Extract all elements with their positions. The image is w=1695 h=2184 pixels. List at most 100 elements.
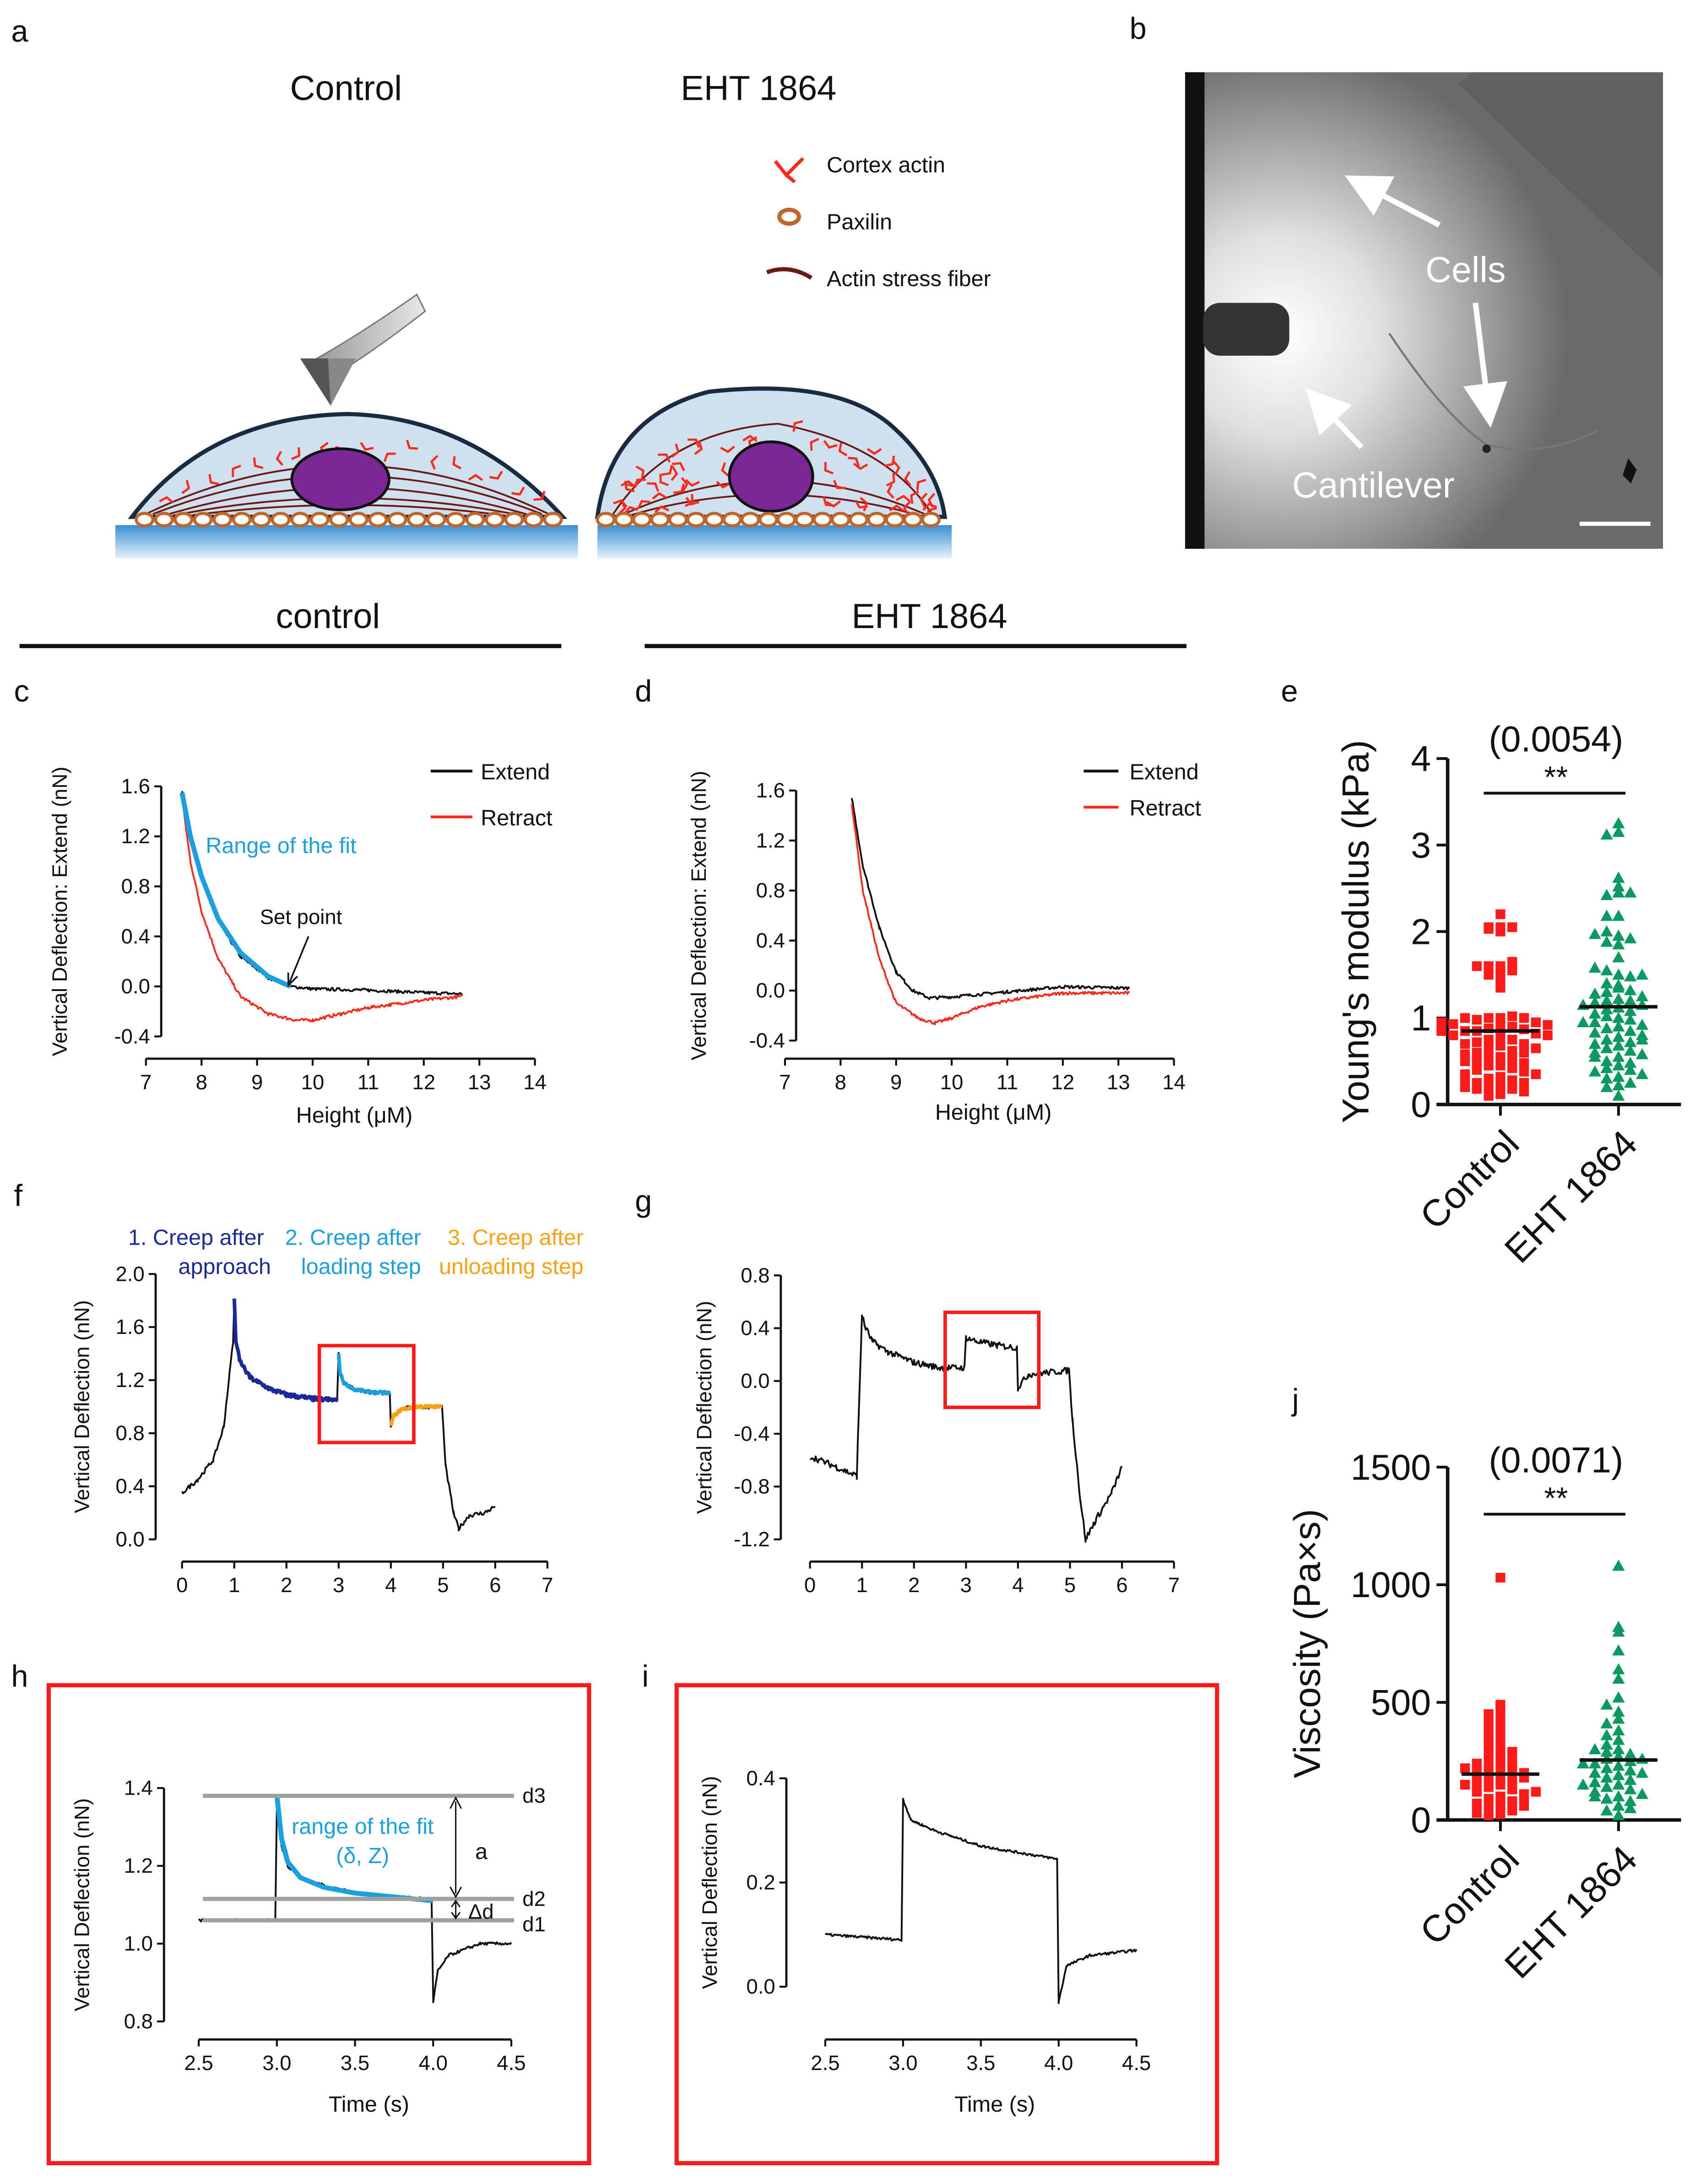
data-point-control bbox=[1484, 1013, 1494, 1023]
data-point-eht bbox=[1576, 1757, 1590, 1769]
arrow-cells-2 bbox=[1463, 302, 1508, 428]
y-tick-label: 0.0 bbox=[121, 975, 150, 998]
actin-filament bbox=[848, 457, 860, 467]
actin-filament bbox=[159, 496, 174, 504]
x-tick-label: 13 bbox=[468, 1070, 491, 1094]
data-point-control bbox=[1531, 1043, 1541, 1053]
actin-filament bbox=[533, 491, 546, 501]
data-point-control bbox=[1507, 1011, 1517, 1021]
data-point-eht bbox=[1600, 1042, 1613, 1053]
paxilin-adhesion bbox=[794, 512, 814, 528]
data-point-control bbox=[1495, 1080, 1505, 1090]
paxilin-adhesion bbox=[758, 512, 779, 528]
data-point-eht bbox=[1612, 1030, 1625, 1042]
data-point-control bbox=[1519, 1039, 1529, 1049]
data-point-control bbox=[1436, 1026, 1446, 1036]
data-point-control bbox=[1495, 1089, 1505, 1099]
y-axis-label: Vertical Deflection (nN) bbox=[693, 1301, 716, 1514]
x-tick-label: 12 bbox=[412, 1070, 436, 1094]
highlight-box bbox=[943, 1311, 1041, 1409]
data-point-eht bbox=[1612, 910, 1625, 921]
data-point-eht bbox=[1600, 1804, 1613, 1815]
data-point-eht bbox=[1635, 1019, 1649, 1030]
paxilin-adhesion bbox=[596, 512, 616, 528]
data-point-eht bbox=[1612, 1705, 1625, 1717]
data-point-eht bbox=[1612, 1644, 1625, 1656]
data-point-eht bbox=[1624, 1802, 1637, 1813]
legend: Cortex actin Paxilin Actin stress fiber bbox=[766, 152, 991, 291]
x-tick-label: 6 bbox=[489, 1573, 501, 1597]
data-point-control bbox=[1495, 974, 1505, 984]
actin-filament bbox=[922, 503, 937, 511]
actin-filament bbox=[489, 471, 503, 480]
data-point-eht bbox=[1612, 1012, 1625, 1023]
annotation-fit-params: (δ, Z) bbox=[336, 1843, 389, 1868]
actin-filament bbox=[866, 448, 882, 455]
panel-label-h: h bbox=[11, 1659, 28, 1693]
legend-extend-label: Extend bbox=[1130, 760, 1199, 785]
y-axis-label: Vertical Deflection: Extend (nN) bbox=[48, 767, 71, 1056]
data-point-eht bbox=[1612, 1663, 1625, 1675]
data-point-eht bbox=[1624, 1013, 1637, 1025]
data-point-control bbox=[1507, 1756, 1517, 1766]
data-point-eht bbox=[1612, 1070, 1625, 1082]
actin-filament bbox=[659, 474, 669, 487]
actin-filament bbox=[383, 452, 396, 462]
data-point-control bbox=[1495, 1704, 1505, 1714]
data-point-eht bbox=[1612, 1759, 1625, 1771]
data-point-control bbox=[1472, 1065, 1482, 1075]
data-point-control bbox=[1460, 1039, 1470, 1049]
data-point-control bbox=[1495, 1572, 1505, 1583]
data-point-eht bbox=[1612, 968, 1625, 980]
data-point-eht bbox=[1600, 964, 1613, 975]
actin-filament bbox=[672, 462, 685, 471]
series-retract bbox=[181, 798, 463, 1023]
data-point-eht bbox=[1635, 1048, 1649, 1059]
annotation-set-point: Set point bbox=[260, 905, 342, 928]
data-point-eht bbox=[1600, 994, 1613, 1006]
data-point-control bbox=[1495, 1041, 1505, 1051]
y-tick-label: 0.8 bbox=[756, 879, 785, 902]
paxilin-adhesion bbox=[849, 512, 869, 528]
y-tick-label: 1.2 bbox=[116, 1368, 145, 1392]
data-point-control bbox=[1495, 1809, 1505, 1819]
x-tick-label: 2 bbox=[908, 1573, 920, 1597]
highlight-box bbox=[317, 1344, 416, 1444]
series-retract bbox=[850, 804, 1130, 1025]
x-tick-label: 3.0 bbox=[888, 2051, 917, 2075]
y-tick-label: 2 bbox=[1411, 911, 1431, 952]
panel-b-micrograph: Cells Cantilever bbox=[1185, 72, 1663, 549]
actin-filament bbox=[430, 455, 439, 470]
data-point-control bbox=[1484, 1728, 1494, 1738]
data-point-eht bbox=[1588, 961, 1601, 973]
data-point-control bbox=[1519, 1086, 1529, 1097]
series-extend bbox=[181, 791, 463, 996]
data-point-control bbox=[1472, 1056, 1482, 1066]
x-tick-label: 3.5 bbox=[341, 2051, 369, 2075]
data-point-control bbox=[1472, 1037, 1482, 1047]
actin-filament bbox=[511, 486, 525, 496]
y-tick-label: -0.4 bbox=[734, 1422, 769, 1445]
data-point-eht bbox=[1624, 886, 1637, 898]
category-label: Control bbox=[1412, 1122, 1527, 1237]
chart-h: 0.8 1.0 1.2 1.4 2.5 3.0 3.5 4.0 4.5 Vertical Defl… bbox=[70, 1776, 546, 2117]
data-point-eht bbox=[1588, 1007, 1601, 1019]
y-tick-label: 0 bbox=[1411, 1084, 1431, 1125]
data-point-control bbox=[1507, 1805, 1517, 1815]
data-point-eht bbox=[1612, 929, 1625, 941]
actin-filament bbox=[633, 478, 646, 488]
x-tick-label: 6 bbox=[1116, 1573, 1127, 1597]
data-point-control bbox=[1495, 1061, 1505, 1071]
data-point-eht bbox=[1600, 1062, 1613, 1073]
panel-label-e: e bbox=[1281, 675, 1298, 709]
data-point-eht bbox=[1612, 886, 1625, 898]
legend-label: Paxilin bbox=[827, 210, 892, 234]
x-tick-label: 11 bbox=[996, 1070, 1018, 1094]
actin-filament bbox=[621, 480, 636, 488]
data-point-eht bbox=[1588, 927, 1601, 939]
x-tick-label: 10 bbox=[301, 1070, 325, 1094]
y-tick-label: 1.6 bbox=[756, 779, 785, 802]
data-point-eht bbox=[1612, 1059, 1625, 1071]
